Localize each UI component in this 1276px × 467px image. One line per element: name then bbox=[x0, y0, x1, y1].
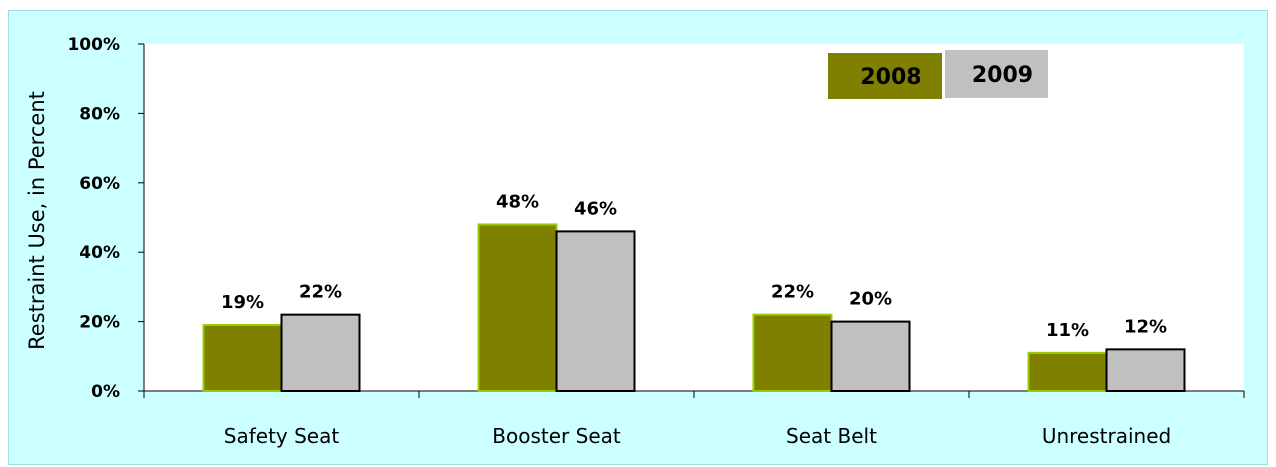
y-tick-label: 100% bbox=[67, 35, 120, 55]
legend-swatch-2009 bbox=[945, 50, 1048, 98]
data-label: 19% bbox=[221, 292, 264, 313]
x-category-label: Booster Seat bbox=[492, 424, 621, 448]
bar-2009-seat-belt bbox=[830, 320, 911, 393]
bar-2008-booster-seat bbox=[477, 223, 558, 392]
bar-2009-safety-seat bbox=[280, 313, 361, 392]
data-label: 22% bbox=[299, 282, 342, 303]
y-tick-label: 80% bbox=[79, 104, 120, 124]
x-category-label: Seat Belt bbox=[786, 424, 877, 448]
legend-swatch-2008 bbox=[828, 53, 942, 99]
y-axis-title: Restraint Use, in Percent bbox=[25, 91, 49, 350]
y-tick-label: 60% bbox=[79, 174, 120, 194]
y-tick-label: 20% bbox=[79, 313, 120, 333]
y-tick-label: 0% bbox=[91, 382, 120, 402]
bar-2009-unrestrained bbox=[1105, 348, 1186, 392]
data-label: 46% bbox=[574, 198, 617, 219]
bar-2008-safety-seat bbox=[202, 324, 283, 393]
data-label: 48% bbox=[496, 191, 539, 212]
bar-2008-unrestrained bbox=[1027, 351, 1108, 392]
data-label: 22% bbox=[771, 282, 814, 303]
bar-2008-seat-belt bbox=[752, 313, 833, 392]
x-category-label: Unrestrained bbox=[1042, 424, 1171, 448]
data-label: 20% bbox=[849, 289, 892, 310]
y-tick-label: 40% bbox=[79, 243, 120, 263]
data-label: 11% bbox=[1046, 320, 1089, 341]
legend-label: 2009 bbox=[972, 63, 1033, 88]
x-category-label: Safety Seat bbox=[224, 424, 340, 448]
bar-2009-booster-seat bbox=[555, 230, 636, 392]
legend-label: 2008 bbox=[860, 65, 921, 90]
data-label: 12% bbox=[1124, 316, 1167, 337]
